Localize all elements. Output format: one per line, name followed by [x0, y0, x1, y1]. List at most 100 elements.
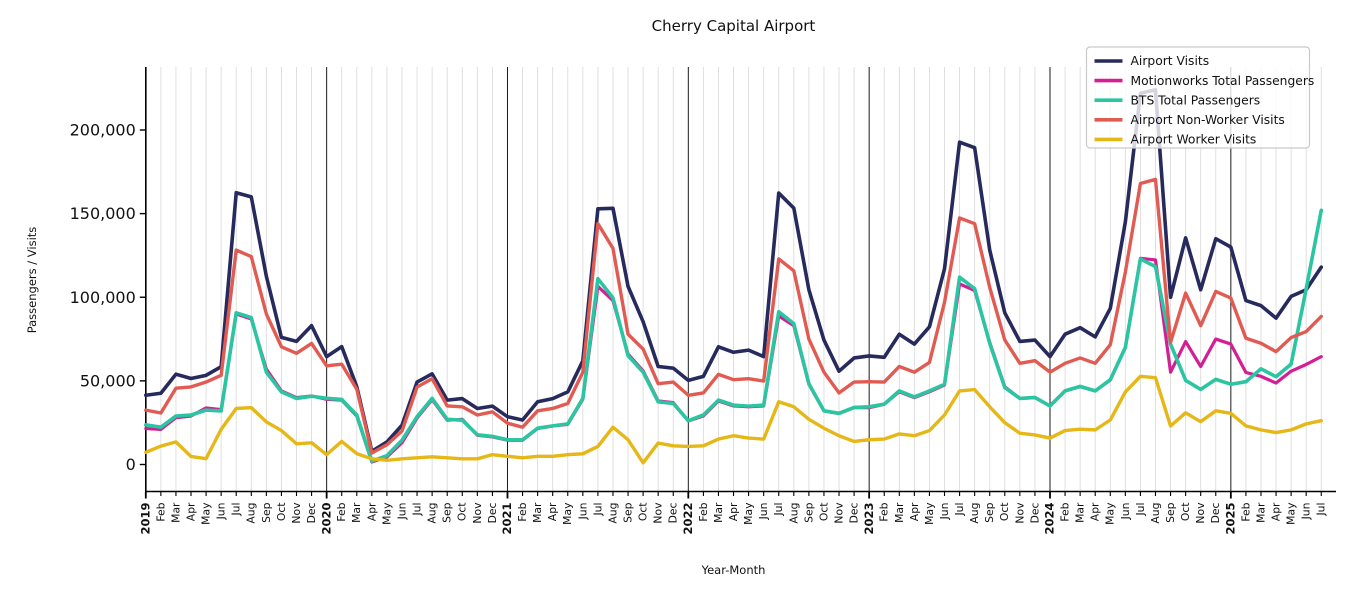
y-tick-label: 0: [126, 455, 136, 474]
x-axis-label: Year-Month: [701, 563, 766, 577]
x-tick-label-month: Apr: [1089, 502, 1102, 521]
series-lines: [144, 88, 1324, 465]
legend-label: Airport Visits: [1131, 54, 1210, 68]
x-tick-label-month: Mar: [1254, 502, 1267, 523]
x-tick-label-month: Apr: [365, 502, 378, 521]
chart-title: Cherry Capital Airport: [652, 17, 816, 35]
legend-label: Airport Worker Visits: [1131, 133, 1257, 147]
x-tick-label-month: Sep: [983, 502, 996, 522]
x-tick-label-month: Sep: [1164, 502, 1177, 522]
x-tick-label-month: Feb: [335, 502, 348, 521]
x-tick-label-month: Feb: [1239, 502, 1252, 521]
x-tick-label-month: May: [1104, 502, 1117, 525]
x-tick-label-month: Jul: [230, 503, 243, 517]
x-tick-label-month: Feb: [154, 502, 167, 521]
x-tick-label-month: Dec: [667, 502, 680, 523]
x-tick-label-month: Sep: [441, 502, 454, 522]
x-tick-label-month: Jun: [215, 503, 228, 521]
x-tick-label-month: Dec: [848, 502, 861, 523]
x-tick-label-month: May: [923, 502, 936, 525]
x-tick-label-month: Jun: [1300, 503, 1313, 521]
x-tick-label-month: Jun: [576, 503, 589, 521]
x-tick-label-year: 2021: [500, 502, 514, 534]
x-tick-label-month: Jul: [953, 503, 966, 517]
x-tick-label-month: Apr: [184, 502, 197, 521]
x-tick-label-month: Jul: [1134, 503, 1147, 517]
x-tick-label-month: Mar: [169, 502, 182, 523]
x-tick-label-month: Feb: [516, 502, 529, 521]
x-tick-label-month: Nov: [832, 502, 845, 524]
x-tick-label-month: Oct: [817, 503, 830, 522]
y-tick-label: 100,000: [70, 288, 136, 307]
x-tick-label-month: Mar: [712, 502, 725, 523]
legend-label: Motionworks Total Passengers: [1131, 74, 1315, 88]
series-line-bts-total-passengers: [144, 208, 1324, 463]
legend-label: BTS Total Passengers: [1131, 93, 1261, 107]
x-tick-label-month: Aug: [968, 503, 981, 524]
legend: Airport Visits Motionworks Total Passenge…: [1085, 46, 1315, 149]
x-tick-label-month: Aug: [787, 503, 800, 524]
x-tick-label-month: Jul: [591, 503, 604, 517]
legend-box: [1085, 46, 1311, 149]
x-tick-label-year: 2024: [1043, 503, 1057, 535]
x-tick-label-month: Apr: [1270, 502, 1283, 521]
x-tick-label-year: 2019: [138, 503, 152, 535]
x-tick-label-month: Feb: [1059, 502, 1072, 521]
x-tick-label-month: Jun: [757, 503, 770, 521]
x-tick-label-month: Aug: [606, 503, 619, 524]
x-tick-label-month: Nov: [290, 502, 303, 524]
x-tick-label-month: Oct: [275, 503, 288, 522]
x-tick-label-month: Oct: [998, 503, 1011, 522]
x-tick-label-month: Aug: [245, 503, 258, 524]
x-tick-label-month: Jun: [1119, 503, 1132, 521]
series-line-airport-visits: [144, 88, 1324, 454]
x-tick-label-month: Dec: [1209, 502, 1222, 523]
series-line-airport-worker-visits: [144, 374, 1323, 465]
x-tick-label-month: Jul: [411, 503, 424, 517]
series-line-airport-non-worker-visits: [144, 177, 1323, 455]
x-tick-label-month: Oct: [1179, 503, 1192, 522]
x-tick-label-month: May: [742, 502, 755, 525]
x-tick-label-month: Aug: [426, 503, 439, 524]
x-tick-label-month: Oct: [637, 503, 650, 522]
x-tick-label-month: Dec: [486, 502, 499, 523]
x-tick-label-month: Apr: [908, 502, 921, 521]
x-tick-label-month: Apr: [727, 502, 740, 521]
x-tick-label-month: Mar: [1074, 502, 1087, 523]
x-tick-label-month: Dec: [1028, 502, 1041, 523]
y-axis-label: Passengers / Visits: [25, 227, 39, 334]
x-tick-label-month: May: [380, 502, 393, 525]
x-tick-label-month: Mar: [350, 502, 363, 523]
x-tick-label-month: Sep: [802, 502, 815, 522]
x-tick-label-month: Jul: [1315, 503, 1328, 517]
x-tick-label-month: Jun: [938, 503, 951, 521]
x-tick-label-year: 2022: [681, 503, 695, 535]
x-tick-label-month: Nov: [1013, 502, 1026, 524]
x-tick-label-month: Jun: [395, 503, 408, 521]
x-tick-label-year: 2023: [862, 503, 876, 535]
x-tick-label-month: Aug: [1149, 503, 1162, 524]
x-tick-label-month: Feb: [697, 502, 710, 521]
legend-label: Airport Non-Worker Visits: [1131, 113, 1285, 127]
y-tick-label: 150,000: [70, 204, 136, 223]
x-tick-label-month: Dec: [305, 502, 318, 523]
x-tick-label-month: Apr: [546, 502, 559, 521]
x-tick-label-year: 2020: [319, 503, 333, 535]
x-tick-label-month: Nov: [1194, 502, 1207, 524]
x-tick-label-month: Feb: [878, 502, 891, 521]
x-tick-label-month: Sep: [621, 502, 634, 522]
x-tick-label-month: Nov: [471, 502, 484, 524]
x-tick-label-month: May: [561, 502, 574, 525]
x-tick-label-month: Jul: [772, 503, 785, 517]
y-tick-label: 50,000: [80, 371, 136, 390]
x-tick-label-month: Sep: [260, 502, 273, 522]
x-tick-label-month: Mar: [531, 502, 544, 523]
x-tick-label-month: May: [200, 502, 213, 525]
x-tick-label-year: 2025: [1224, 503, 1238, 535]
x-tick-label-month: Oct: [456, 503, 469, 522]
x-tick-label-month: Nov: [652, 502, 665, 524]
x-tick-label-month: May: [1285, 502, 1298, 525]
